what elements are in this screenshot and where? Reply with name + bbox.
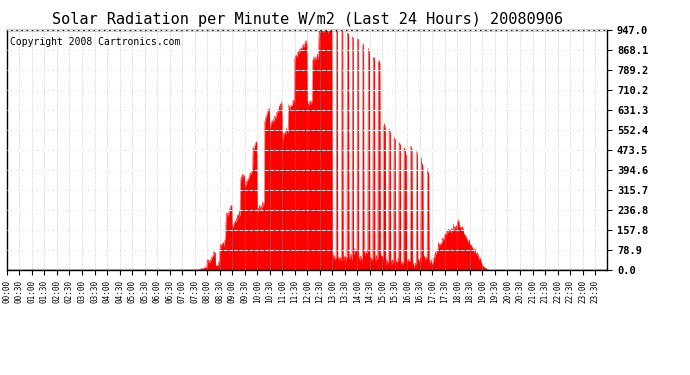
Text: Copyright 2008 Cartronics.com: Copyright 2008 Cartronics.com <box>10 37 180 47</box>
Title: Solar Radiation per Minute W/m2 (Last 24 Hours) 20080906: Solar Radiation per Minute W/m2 (Last 24… <box>52 12 562 27</box>
